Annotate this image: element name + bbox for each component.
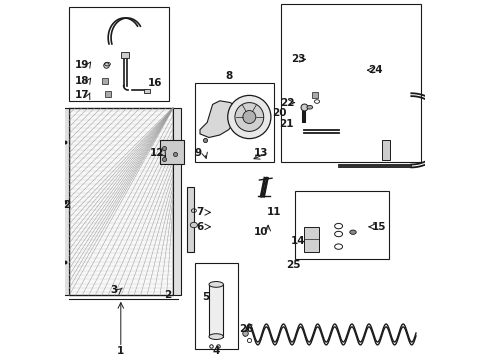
Text: 15: 15 xyxy=(372,222,386,232)
Bar xyxy=(69,7,170,101)
Text: 1: 1 xyxy=(117,346,124,356)
Text: 7: 7 xyxy=(196,207,204,217)
Circle shape xyxy=(235,103,264,131)
Circle shape xyxy=(228,95,271,139)
Bar xyxy=(209,284,223,337)
Text: 23: 23 xyxy=(291,54,306,64)
Text: 2: 2 xyxy=(63,200,71,210)
Text: 4: 4 xyxy=(213,346,220,356)
Text: 8: 8 xyxy=(225,71,232,81)
Bar xyxy=(69,108,173,295)
Text: 22: 22 xyxy=(280,98,294,108)
Text: 21: 21 xyxy=(279,119,294,129)
Text: 10: 10 xyxy=(254,227,269,237)
Text: 19: 19 xyxy=(75,60,90,70)
Bar xyxy=(160,140,184,164)
Text: 13: 13 xyxy=(254,148,269,158)
Ellipse shape xyxy=(307,105,313,109)
Bar xyxy=(144,89,150,93)
Bar xyxy=(304,227,319,252)
Text: 14: 14 xyxy=(291,236,306,246)
Text: 16: 16 xyxy=(148,78,162,88)
Text: 6: 6 xyxy=(196,222,204,232)
Text: 2: 2 xyxy=(164,290,171,300)
Text: 3: 3 xyxy=(110,285,117,295)
Bar xyxy=(195,263,238,349)
Ellipse shape xyxy=(350,230,356,234)
Text: 25: 25 xyxy=(286,260,301,270)
Text: 24: 24 xyxy=(368,65,383,75)
Bar xyxy=(382,140,390,160)
Text: 20: 20 xyxy=(272,108,287,118)
Text: 5: 5 xyxy=(202,292,210,302)
Bar xyxy=(195,83,274,162)
Bar xyxy=(187,187,194,252)
Text: 12: 12 xyxy=(149,148,164,158)
Text: 18: 18 xyxy=(75,76,90,86)
Bar xyxy=(62,108,69,295)
Ellipse shape xyxy=(209,282,223,287)
Polygon shape xyxy=(200,101,236,138)
Ellipse shape xyxy=(209,334,223,339)
Text: 11: 11 xyxy=(267,207,281,217)
Text: 26: 26 xyxy=(240,324,254,334)
Text: 9: 9 xyxy=(195,148,202,158)
Bar xyxy=(295,191,389,259)
Bar xyxy=(173,108,181,295)
Text: 17: 17 xyxy=(75,90,90,100)
Bar xyxy=(121,52,129,58)
Circle shape xyxy=(243,111,256,123)
Ellipse shape xyxy=(190,222,197,228)
Bar xyxy=(281,4,421,162)
